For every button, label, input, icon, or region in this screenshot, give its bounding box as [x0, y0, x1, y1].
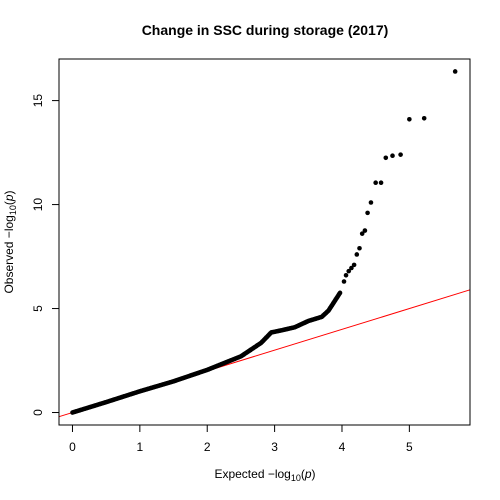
- outlier-point: [346, 268, 352, 274]
- outlier-point: [378, 180, 384, 186]
- outlier-point: [362, 228, 368, 233]
- outlier-point: [351, 262, 357, 268]
- x-axis-label-open-paren: (: [301, 467, 305, 481]
- y-axis-label-open-paren: (: [2, 201, 16, 205]
- x-axis-label-subscript: 10: [291, 473, 301, 483]
- x-axis-label-close-paren: ): [312, 467, 316, 481]
- outlier-point: [368, 200, 374, 205]
- chart-title: Change in SSC during storage (2017): [142, 22, 389, 38]
- x-axis-label-main: Expected −log: [214, 467, 290, 481]
- y-axis-label-variable: p: [2, 194, 16, 202]
- y-axis-label-main: Observed −log: [2, 215, 16, 293]
- outlier-point: [341, 279, 347, 284]
- y-tick-label: 10: [31, 198, 45, 212]
- outlier-point: [383, 155, 389, 161]
- outlier-point: [359, 231, 365, 236]
- outlier-point: [354, 252, 360, 257]
- x-axis: 0 1 2 3 4 5: [69, 424, 413, 454]
- data-points: [70, 69, 458, 415]
- y-axis: 0 5 10 15: [31, 94, 60, 416]
- y-axis-label-subscript: 10: [8, 205, 18, 215]
- outlier-point: [365, 210, 370, 216]
- x-tick-label: 0: [69, 440, 76, 454]
- y-tick-label: 0: [31, 409, 45, 416]
- y-tick-label: 15: [31, 94, 45, 108]
- outlier-point: [452, 69, 458, 74]
- data-point: [337, 290, 343, 296]
- y-tick-label: 5: [31, 305, 45, 312]
- outlier-point: [373, 180, 378, 186]
- x-tick-label: 2: [204, 440, 211, 454]
- outlier-point: [421, 115, 427, 121]
- outlier-point: [407, 117, 412, 122]
- x-tick-label: 4: [339, 440, 346, 454]
- outlier-point: [398, 152, 403, 157]
- x-tick-label: 5: [406, 440, 413, 454]
- outlier-point: [349, 265, 354, 271]
- y-axis-label: Observed −log10(p): [2, 190, 18, 293]
- outlier-point: [390, 153, 395, 158]
- x-tick-label: 1: [137, 440, 144, 454]
- x-axis-label-variable: p: [304, 467, 312, 481]
- x-axis-label: Expected −log10(p): [214, 467, 315, 483]
- y-axis-label-close-paren: ): [2, 190, 16, 194]
- outlier-point: [357, 245, 362, 251]
- outlier-point: [343, 272, 349, 278]
- x-tick-label: 3: [271, 440, 278, 454]
